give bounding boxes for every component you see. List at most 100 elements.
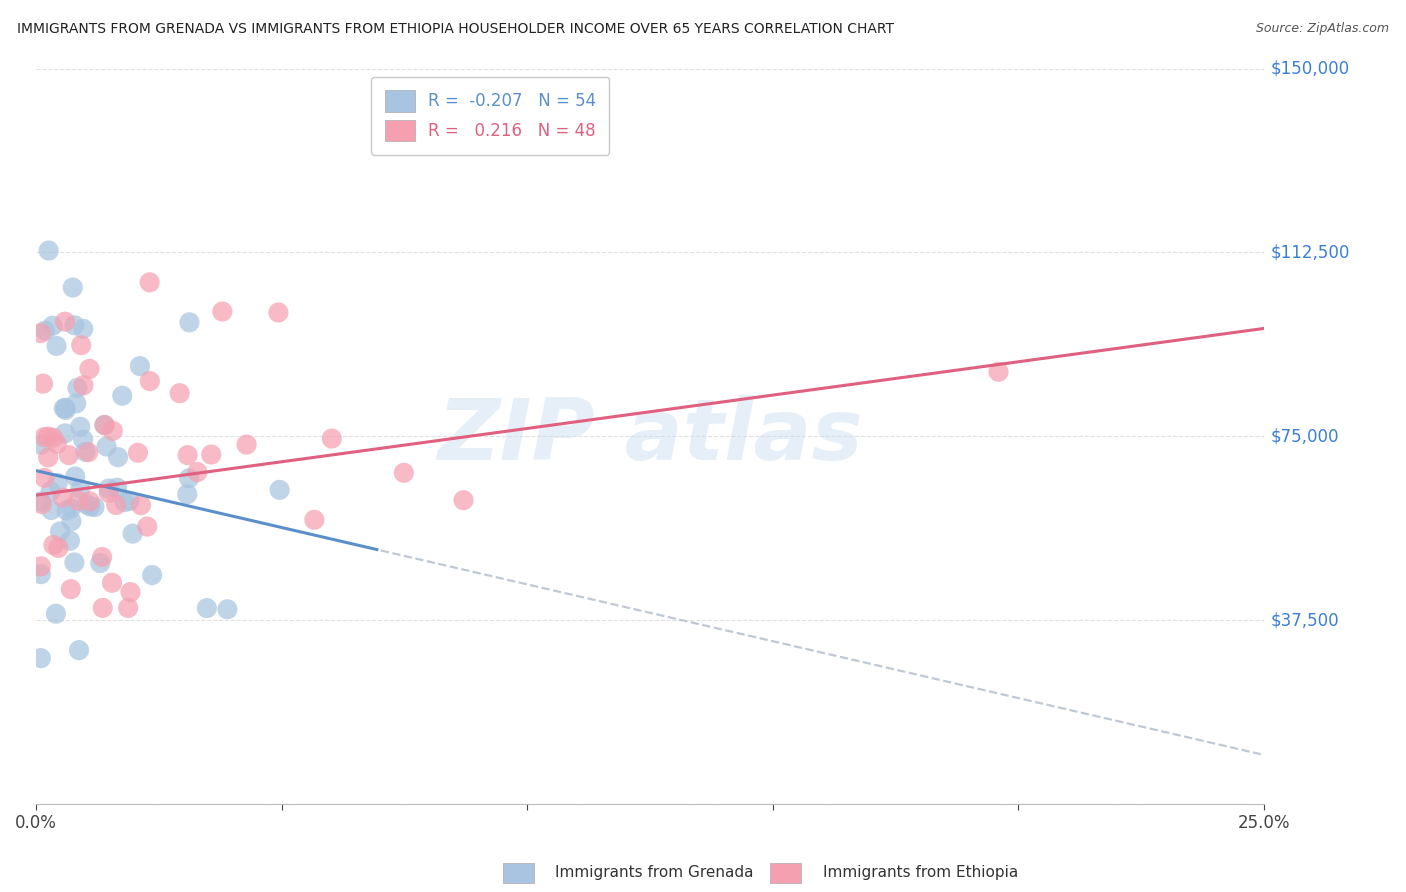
Point xyxy=(79,494,101,508)
Point xyxy=(52,401,75,416)
Point xyxy=(41,318,63,333)
Point xyxy=(392,466,415,480)
Point xyxy=(136,519,159,533)
Text: $37,500: $37,500 xyxy=(1270,611,1339,629)
Point xyxy=(114,495,136,509)
Point xyxy=(89,556,111,570)
Point xyxy=(129,498,152,512)
Point xyxy=(453,493,475,508)
Text: $75,000: $75,000 xyxy=(1270,427,1339,445)
Point xyxy=(105,498,128,512)
Point xyxy=(30,494,52,508)
Point xyxy=(30,559,52,574)
Point xyxy=(30,651,52,665)
Point xyxy=(321,432,343,446)
Point xyxy=(55,401,77,415)
Point xyxy=(91,549,114,564)
Point xyxy=(69,482,91,496)
Point xyxy=(107,450,129,465)
Point xyxy=(987,365,1010,379)
Point xyxy=(195,601,218,615)
Point xyxy=(176,448,198,462)
Point xyxy=(169,386,191,401)
Point xyxy=(59,501,82,516)
Point xyxy=(32,376,55,391)
Point xyxy=(30,567,52,582)
Point xyxy=(58,448,80,462)
Point xyxy=(217,602,239,616)
Point xyxy=(63,556,86,570)
Point xyxy=(62,280,84,294)
Point xyxy=(176,487,198,501)
Text: IMMIGRANTS FROM GRENADA VS IMMIGRANTS FROM ETHIOPIA HOUSEHOLDER INCOME OVER 65 Y: IMMIGRANTS FROM GRENADA VS IMMIGRANTS FR… xyxy=(17,22,894,37)
Point xyxy=(63,318,86,333)
Point xyxy=(70,338,93,352)
Point xyxy=(177,471,200,485)
Point xyxy=(139,374,162,388)
Point xyxy=(200,448,222,462)
Point xyxy=(63,469,86,483)
Point xyxy=(76,497,98,511)
Point xyxy=(72,322,94,336)
Point xyxy=(49,524,72,539)
Point xyxy=(66,381,89,395)
Point xyxy=(105,481,128,495)
Point xyxy=(30,438,52,452)
Text: Immigrants from Ethiopia: Immigrants from Ethiopia xyxy=(823,865,1018,880)
Point xyxy=(97,486,120,500)
Text: Source: ZipAtlas.com: Source: ZipAtlas.com xyxy=(1256,22,1389,36)
Point xyxy=(34,471,56,485)
Point xyxy=(59,582,82,596)
Point xyxy=(72,378,94,392)
Point xyxy=(45,437,67,451)
Point xyxy=(141,568,163,582)
Point xyxy=(42,538,65,552)
Point xyxy=(179,315,201,329)
Point xyxy=(65,396,87,410)
Point xyxy=(117,600,139,615)
Point xyxy=(53,315,76,329)
Point xyxy=(101,575,124,590)
Point xyxy=(127,446,149,460)
Legend: R =  -0.207   N = 54, R =   0.216   N = 48: R = -0.207 N = 54, R = 0.216 N = 48 xyxy=(371,77,609,155)
Point xyxy=(30,326,52,340)
Text: $150,000: $150,000 xyxy=(1270,60,1350,78)
Point xyxy=(55,403,77,417)
Point xyxy=(269,483,291,497)
Point xyxy=(75,444,97,458)
Point xyxy=(97,482,120,496)
Point xyxy=(53,426,76,441)
Point xyxy=(45,607,67,621)
Text: Immigrants from Grenada: Immigrants from Grenada xyxy=(555,865,754,880)
Point xyxy=(37,429,59,443)
Point xyxy=(67,493,90,508)
Point xyxy=(69,419,91,434)
Point xyxy=(38,244,60,258)
Point xyxy=(31,497,53,511)
Point xyxy=(111,389,134,403)
Point xyxy=(72,433,94,447)
Point xyxy=(211,304,233,318)
Point xyxy=(120,585,142,599)
Point xyxy=(83,500,105,514)
Text: $112,500: $112,500 xyxy=(1270,244,1350,261)
Point xyxy=(52,491,75,505)
Point xyxy=(93,417,115,432)
Point xyxy=(39,503,62,517)
Point xyxy=(55,503,77,517)
Point xyxy=(121,526,143,541)
Point xyxy=(42,431,65,445)
Point xyxy=(79,362,101,376)
Point xyxy=(34,324,56,338)
Point xyxy=(60,514,83,528)
Point xyxy=(79,500,101,514)
Point xyxy=(45,339,67,353)
Point xyxy=(32,430,55,444)
Text: ZIP atlas: ZIP atlas xyxy=(437,395,863,478)
Point xyxy=(235,437,257,451)
Point xyxy=(304,513,326,527)
Point xyxy=(118,494,141,508)
Point xyxy=(39,484,62,499)
Point xyxy=(91,600,114,615)
Point xyxy=(37,450,59,465)
